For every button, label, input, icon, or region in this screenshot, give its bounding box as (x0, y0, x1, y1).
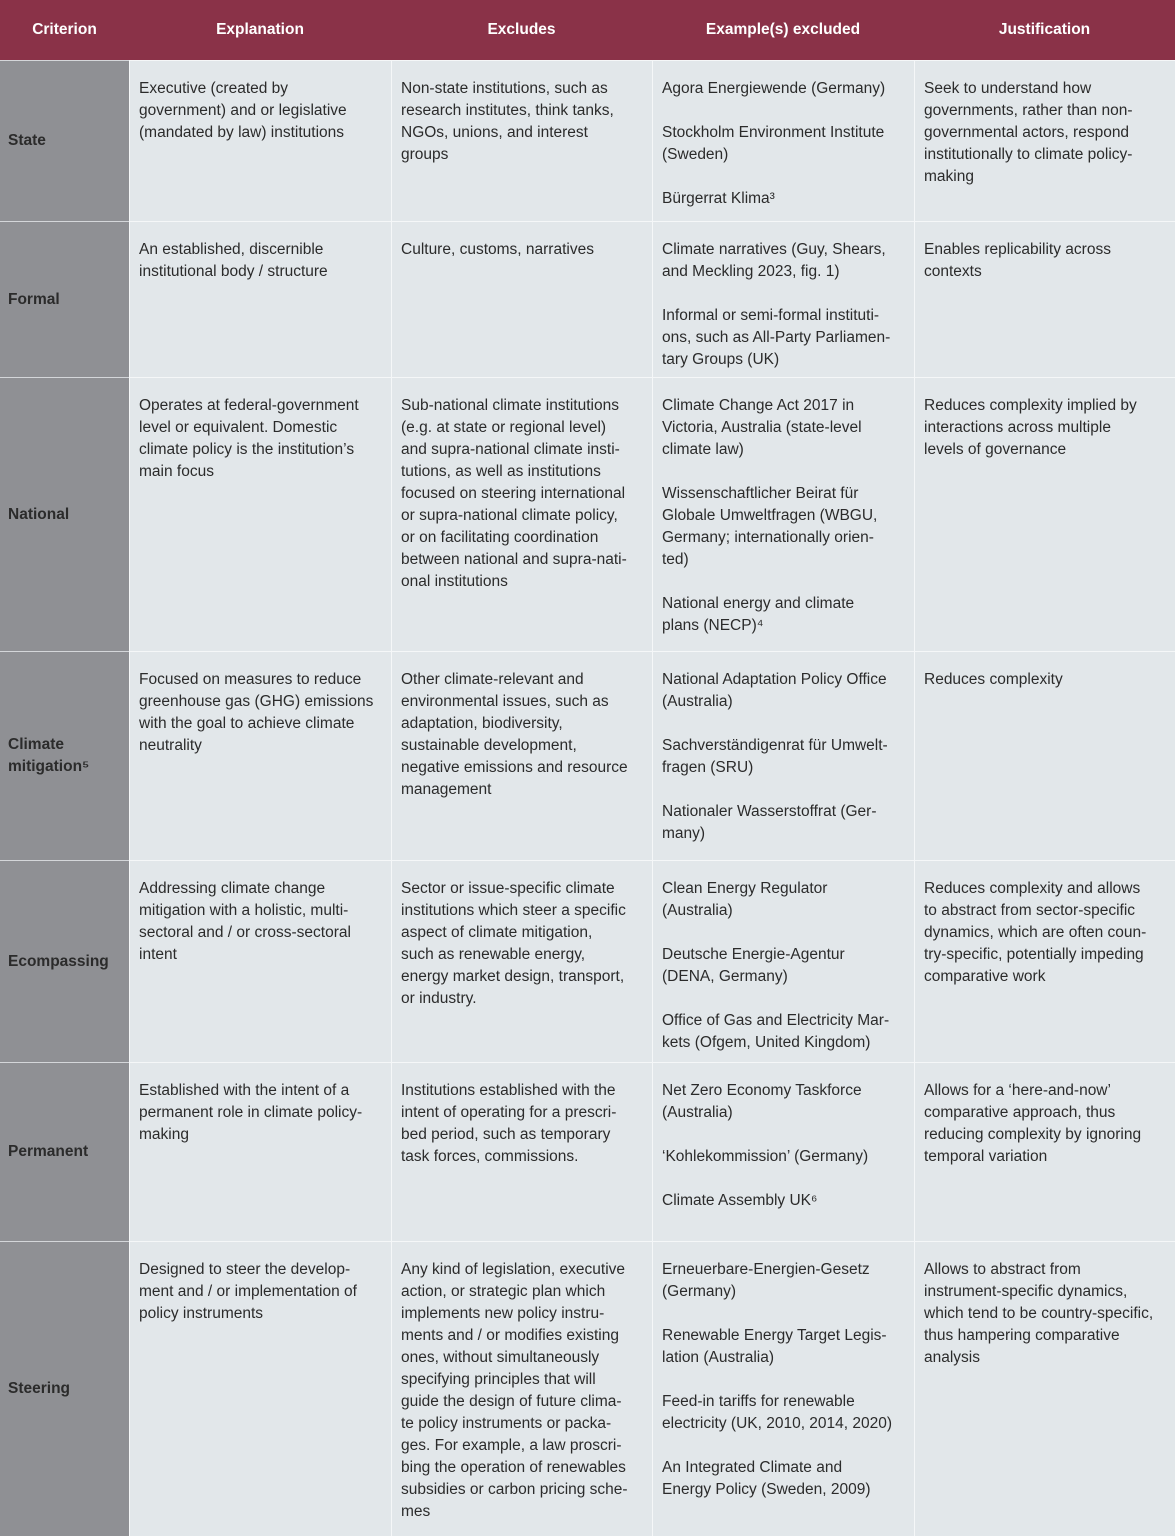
row-criterion-label: Climate mitigation⁵ (0, 651, 129, 860)
table-cell-justification: Reduces complexity implied by interactio… (914, 377, 1175, 651)
table-cell-examples: Net Zero Economy Taskforce (Australia) ‘… (652, 1062, 914, 1241)
table-cell-justification: Allows for a ‘here-and-now’ comparative … (914, 1062, 1175, 1241)
table-cell-explanation: Focused on measures to reduce greenhouse… (129, 651, 391, 860)
table-cell-excludes: Other climate-relevant and environmental… (391, 651, 652, 860)
table-cell-examples: Agora Energiewende (Germany) Stockholm E… (652, 60, 914, 221)
table-cell-examples: Climate narratives (Guy, Shears, and Mec… (652, 221, 914, 377)
table-cell-explanation: Addressing climate change mitigation wit… (129, 860, 391, 1062)
table-cell-examples: National Adaptation Policy Office (Austr… (652, 651, 914, 860)
table-cell-justification: Reduces complexity and allows to abstrac… (914, 860, 1175, 1062)
table-cell-examples: Climate Change Act 2017 in Victoria, Aus… (652, 377, 914, 651)
column-header-examples: Example(s) excluded (652, 0, 914, 60)
table-cell-excludes: Any kind of legislation, executive actio… (391, 1241, 652, 1536)
table-cell-explanation: Executive (created by government) and or… (129, 60, 391, 221)
table-cell-justification: Reduces complexity (914, 651, 1175, 860)
row-criterion-label: Permanent (0, 1062, 129, 1241)
table-cell-justification: Seek to understand how governments, rath… (914, 60, 1175, 221)
table-cell-excludes: Sub-national climate institutions (e.g. … (391, 377, 652, 651)
row-criterion-label: Formal (0, 221, 129, 377)
table-cell-excludes: Culture, customs, narratives (391, 221, 652, 377)
column-header-criterion: Criterion (0, 0, 129, 60)
column-header-explanation: Explanation (129, 0, 391, 60)
row-criterion-label: Steering (0, 1241, 129, 1536)
table-cell-examples: Clean Energy Regulator (Australia) Deuts… (652, 860, 914, 1062)
table-cell-justification: Allows to abstract from instrument-speci… (914, 1241, 1175, 1536)
row-criterion-label: National (0, 377, 129, 651)
table-cell-examples: Erneuerbare-Energien-Gesetz (Germany) Re… (652, 1241, 914, 1536)
table-cell-explanation: Designed to steer the develop- ment and … (129, 1241, 391, 1536)
table-cell-justification: Enables replicability across contexts (914, 221, 1175, 377)
column-header-justification: Justification (914, 0, 1175, 60)
table-cell-explanation: Operates at federal-government level or … (129, 377, 391, 651)
table-cell-excludes: Non-state institutions, such as research… (391, 60, 652, 221)
table-cell-explanation: An established, discernible institutiona… (129, 221, 391, 377)
column-header-excludes: Excludes (391, 0, 652, 60)
row-criterion-label: State (0, 60, 129, 221)
row-criterion-label: Ecompassing (0, 860, 129, 1062)
table-cell-excludes: Sector or issue-specific climate institu… (391, 860, 652, 1062)
table-cell-explanation: Established with the intent of a permane… (129, 1062, 391, 1241)
table-cell-excludes: Institutions established with the intent… (391, 1062, 652, 1241)
